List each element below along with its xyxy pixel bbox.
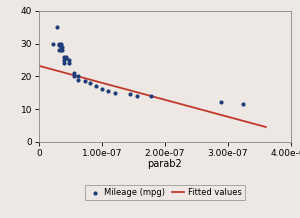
Mileage (mpg) — [62, 58, 67, 62]
Mileage (mpg) — [59, 45, 64, 49]
Mileage (mpg) — [100, 88, 104, 91]
Mileage (mpg) — [57, 42, 62, 45]
X-axis label: parab2: parab2 — [148, 159, 182, 169]
Mileage (mpg) — [66, 61, 71, 65]
Mileage (mpg) — [241, 102, 245, 106]
Mileage (mpg) — [57, 43, 62, 47]
Mileage (mpg) — [76, 78, 81, 81]
Mileage (mpg) — [72, 71, 76, 75]
Mileage (mpg) — [50, 42, 55, 45]
Mileage (mpg) — [88, 81, 93, 85]
Mileage (mpg) — [113, 91, 118, 94]
Legend: Mileage (mpg), Fitted values: Mileage (mpg), Fitted values — [85, 185, 245, 200]
Mileage (mpg) — [57, 48, 62, 52]
Mileage (mpg) — [60, 45, 65, 49]
Mileage (mpg) — [82, 80, 87, 83]
Mileage (mpg) — [149, 94, 154, 98]
Mileage (mpg) — [127, 92, 132, 96]
Mileage (mpg) — [62, 55, 67, 58]
Mileage (mpg) — [62, 61, 67, 65]
Mileage (mpg) — [72, 75, 76, 78]
Mileage (mpg) — [50, 6, 55, 9]
Mileage (mpg) — [59, 48, 64, 52]
Mileage (mpg) — [55, 26, 59, 29]
Mileage (mpg) — [59, 42, 64, 45]
Mileage (mpg) — [93, 84, 98, 88]
Mileage (mpg) — [106, 89, 111, 93]
Mileage (mpg) — [135, 94, 140, 98]
Mileage (mpg) — [66, 58, 71, 62]
Mileage (mpg) — [64, 55, 69, 58]
Mileage (mpg) — [76, 75, 81, 78]
Mileage (mpg) — [60, 48, 65, 52]
Mileage (mpg) — [219, 101, 224, 104]
Mileage (mpg) — [64, 57, 69, 60]
